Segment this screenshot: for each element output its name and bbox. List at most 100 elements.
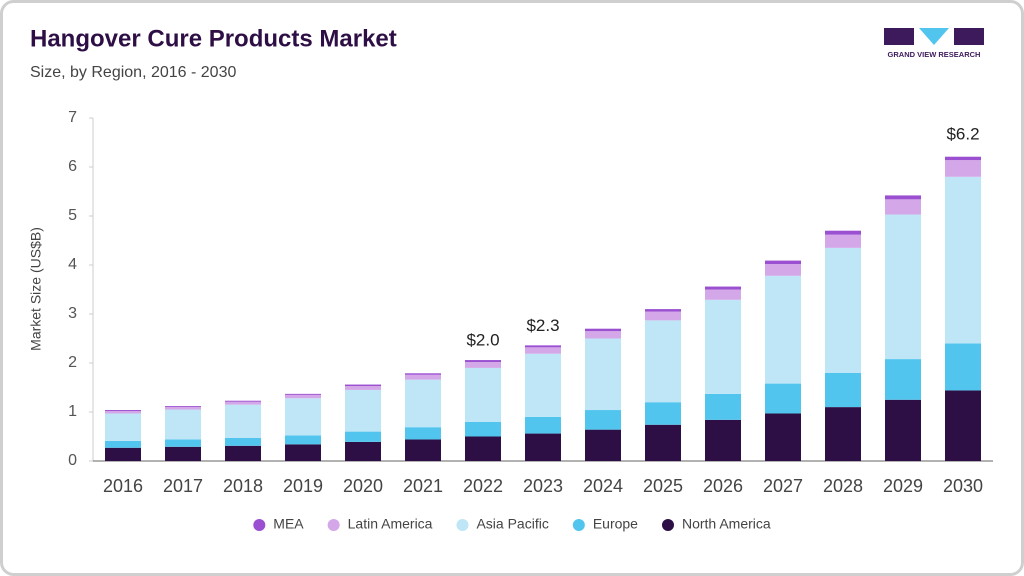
bar-segment xyxy=(825,234,861,248)
bar-segment xyxy=(225,404,261,438)
bar-segment xyxy=(705,419,741,461)
logo-text: GRAND VIEW RESEARCH xyxy=(888,50,981,59)
x-tick-label: 2028 xyxy=(823,476,863,496)
bar-segment xyxy=(945,343,981,391)
bar-segment xyxy=(825,247,861,373)
logo: GRAND VIEW RESEARCH xyxy=(884,28,984,59)
bar-segment xyxy=(885,199,921,215)
bar-segment xyxy=(825,372,861,408)
logo-block xyxy=(954,28,984,45)
logo-block xyxy=(884,28,914,45)
legend-label: Latin America xyxy=(348,516,433,532)
logo-block xyxy=(919,28,949,45)
bar-segment xyxy=(105,411,141,414)
bar-segment xyxy=(525,353,561,417)
bar-segment xyxy=(165,406,201,408)
bar-segment xyxy=(345,389,381,432)
bar-segment xyxy=(285,435,321,445)
bar-segment xyxy=(945,160,981,177)
bar-segment xyxy=(585,328,621,332)
legend-swatch xyxy=(456,519,469,531)
bar-segment xyxy=(285,398,321,436)
legend-label: North America xyxy=(682,516,771,532)
bar-segment xyxy=(765,275,801,384)
bar-segment xyxy=(105,413,141,441)
bar-segment xyxy=(165,446,201,461)
bar-segment xyxy=(165,439,201,447)
bar-segment xyxy=(105,447,141,461)
bar-segment xyxy=(645,311,681,321)
legend-label: MEA xyxy=(273,516,304,532)
bar-segment xyxy=(165,407,201,410)
total-label: $6.2 xyxy=(946,125,979,144)
bar-segment xyxy=(585,331,621,339)
x-tick-label: 2019 xyxy=(283,476,323,496)
y-axis-title: Market Size (US$B) xyxy=(28,227,44,351)
bar-segment xyxy=(705,393,741,420)
bar-segment xyxy=(345,431,381,442)
x-tick-label: 2026 xyxy=(703,476,743,496)
bar-segment xyxy=(885,195,921,200)
bar-segment xyxy=(825,407,861,461)
bar-segment xyxy=(285,394,321,399)
bar-segment xyxy=(765,264,801,276)
bar-segment xyxy=(525,433,561,461)
bar-segment xyxy=(585,429,621,461)
bar-segment xyxy=(705,286,741,290)
y-tick-label: 7 xyxy=(68,109,77,126)
total-label: $2.0 xyxy=(466,330,499,349)
bar-segment xyxy=(405,427,441,440)
bar-segment xyxy=(405,373,441,375)
chart-title: Hangover Cure Products Market xyxy=(30,25,397,52)
bar-segment xyxy=(465,362,501,368)
y-tick-label: 1 xyxy=(68,403,77,420)
bar-segment xyxy=(885,399,921,461)
y-tick-label: 2 xyxy=(68,354,77,371)
bar-segment xyxy=(225,400,261,402)
bar-segment xyxy=(225,437,261,446)
bar-segment xyxy=(765,260,801,265)
x-tick-label: 2022 xyxy=(463,476,503,496)
bar-segment xyxy=(345,386,381,390)
bar-segment xyxy=(465,436,501,461)
x-tick-label: 2029 xyxy=(883,476,923,496)
bar-segment xyxy=(885,359,921,400)
bar-segment xyxy=(105,410,141,412)
bar-segment xyxy=(585,410,621,430)
bar-segment xyxy=(525,345,561,348)
bar-segment xyxy=(825,230,861,235)
bar-segment xyxy=(225,445,261,461)
bar-segment xyxy=(285,444,321,461)
legend-swatch xyxy=(327,519,340,531)
y-tick-label: 5 xyxy=(68,207,77,224)
legend-swatch xyxy=(572,519,585,531)
bar-segment xyxy=(945,176,981,344)
bar-segment xyxy=(105,440,141,448)
x-tick-label: 2025 xyxy=(643,476,683,496)
x-tick-label: 2023 xyxy=(523,476,563,496)
bar-segment xyxy=(465,367,501,422)
x-tick-label: 2021 xyxy=(403,476,443,496)
legend-label: Europe xyxy=(593,516,638,532)
bar-segment xyxy=(285,393,321,395)
bar-segment xyxy=(345,441,381,461)
y-tick-label: 3 xyxy=(68,305,77,322)
bar-segment xyxy=(945,156,981,161)
bar-segment xyxy=(705,299,741,394)
x-tick-label: 2030 xyxy=(943,476,983,496)
bar-segment xyxy=(405,374,441,380)
y-tick-label: 6 xyxy=(68,158,77,175)
bar-segment xyxy=(345,384,381,387)
bar-segment xyxy=(885,214,921,360)
x-tick-label: 2020 xyxy=(343,476,383,496)
x-tick-label: 2016 xyxy=(103,476,143,496)
bar-segment xyxy=(945,390,981,461)
x-tick-label: 2018 xyxy=(223,476,263,496)
y-tick-label: 4 xyxy=(68,256,77,273)
bar-segment xyxy=(585,338,621,411)
legend-label: Asia Pacific xyxy=(476,516,548,532)
x-tick-label: 2024 xyxy=(583,476,623,496)
